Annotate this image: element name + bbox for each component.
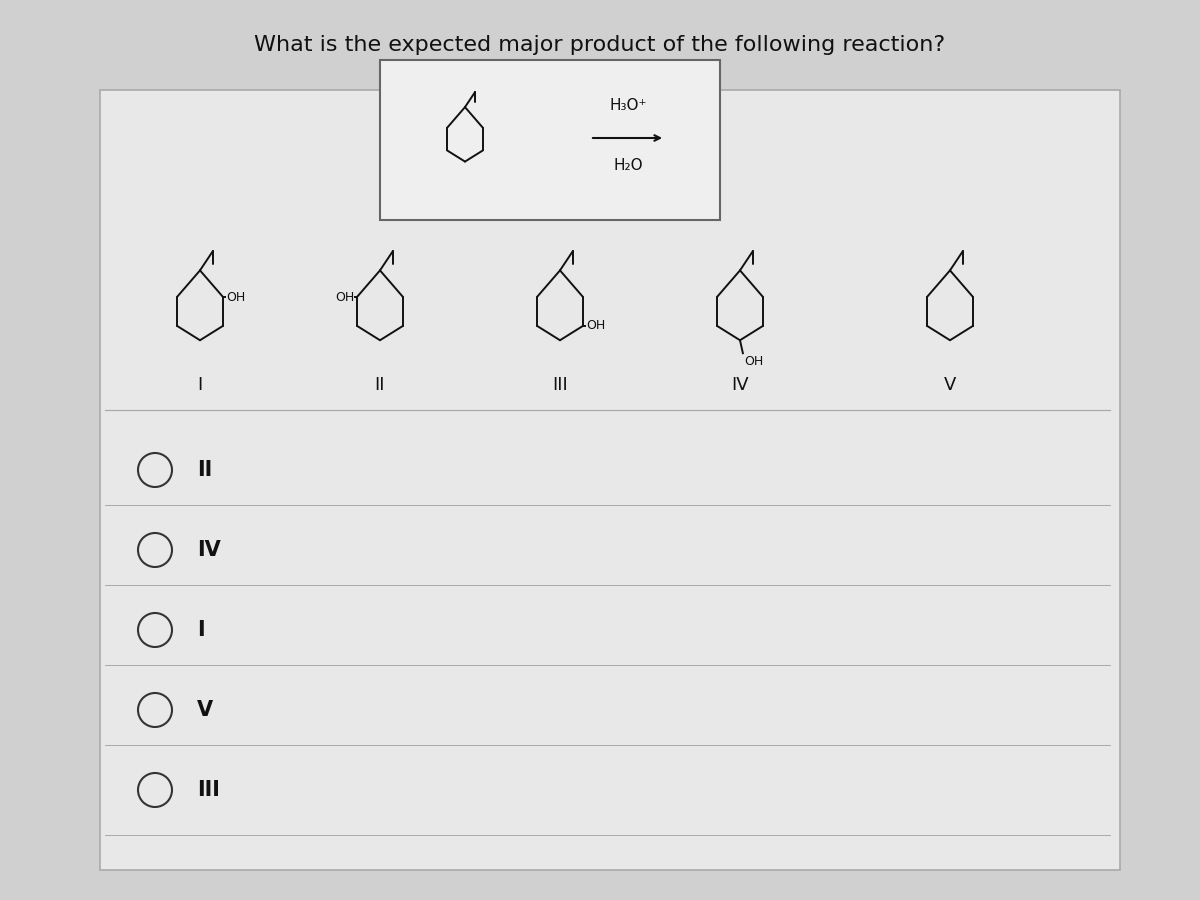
Text: IV: IV	[731, 376, 749, 394]
Text: H₃O⁺: H₃O⁺	[610, 97, 647, 112]
Text: IV: IV	[197, 540, 221, 560]
Bar	[380, 60, 720, 220]
Text: II: II	[197, 460, 212, 480]
Text: What is the expected major product of the following reaction?: What is the expected major product of th…	[254, 35, 946, 55]
FancyBboxPatch shape	[100, 90, 1120, 870]
Text: OH: OH	[335, 291, 354, 303]
Text: II: II	[374, 376, 385, 394]
Text: I: I	[197, 376, 203, 394]
Text: OH: OH	[226, 291, 245, 303]
Text: III: III	[197, 780, 220, 800]
Text: OH: OH	[744, 355, 763, 367]
Text: III: III	[552, 376, 568, 394]
Text: V: V	[197, 700, 214, 720]
Text: V: V	[944, 376, 956, 394]
Text: I: I	[197, 620, 205, 640]
Text: OH: OH	[586, 320, 605, 332]
Text: H₂O: H₂O	[613, 158, 643, 173]
